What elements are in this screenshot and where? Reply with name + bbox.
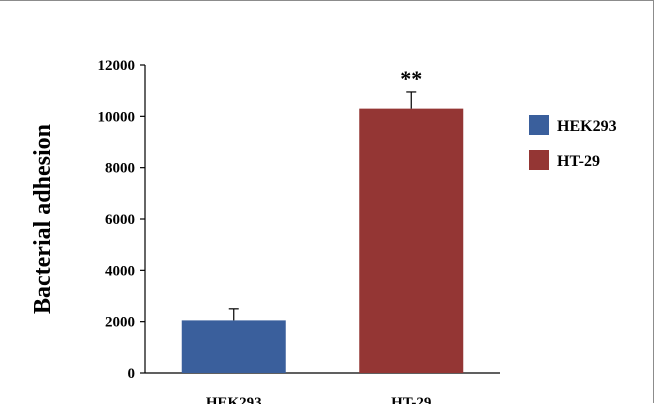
x-tick-label: HT-29: [391, 395, 431, 404]
y-tick-label: 12000: [98, 58, 136, 74]
y-tick-label: 10000: [98, 109, 136, 125]
y-tick-label: 4000: [105, 263, 135, 279]
chart-axes: 0 2000 4000 6000 8000 10000 12000 HEK293 HT-29: [98, 58, 500, 404]
bar-hek293: [181, 320, 286, 373]
y-axis-label: Bacterial adhesion: [30, 124, 56, 314]
x-tick-label: HEK293: [206, 395, 262, 404]
legend-swatch: [529, 115, 549, 135]
bar-ht-29: [359, 108, 464, 373]
legend-label: HT-29: [557, 153, 600, 170]
y-tick-label: 2000: [105, 315, 135, 331]
y-tick-label: 6000: [105, 212, 135, 228]
chart-bars: **: [181, 66, 464, 373]
chart-legend: HEK293 HT-29: [529, 115, 617, 170]
legend-swatch: [529, 150, 549, 170]
y-tick-label: 8000: [105, 161, 135, 177]
legend-label: HEK293: [557, 118, 617, 135]
y-tick-label: 0: [128, 366, 136, 382]
significance-marker: **: [400, 66, 422, 91]
